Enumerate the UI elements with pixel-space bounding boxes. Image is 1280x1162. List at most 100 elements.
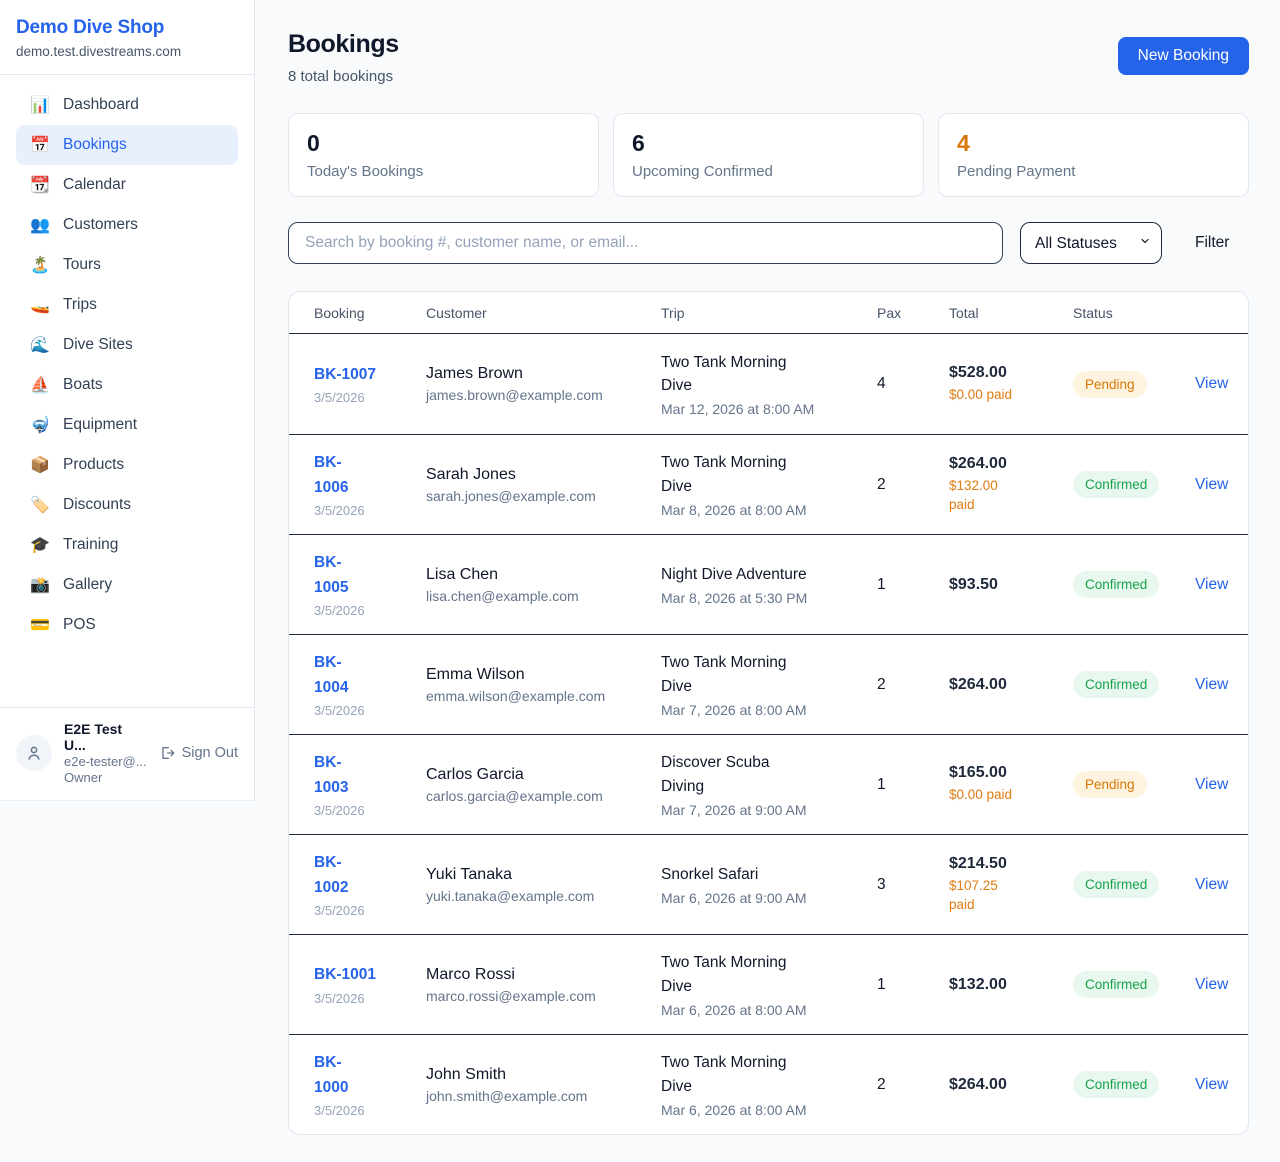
cell-status: Confirmed [1073, 871, 1193, 898]
trip-datetime: Mar 7, 2026 at 9:00 AM [661, 801, 807, 818]
cell-pax: 2 [877, 475, 886, 493]
booking-id-link[interactable]: BK- 1006 [314, 454, 349, 496]
cell-total: $165.00 $0.00 paid [949, 764, 1073, 805]
sidebar-item-boats[interactable]: ⛵ Boats [16, 365, 238, 405]
total-amount: $132.00 [949, 975, 1007, 993]
sidebar-item-calendar[interactable]: 📆 Calendar [16, 165, 238, 205]
cell-pax: 4 [877, 375, 886, 392]
cell-customer: Sarah Jones sarah.jones@example.com [426, 466, 661, 504]
customer-email: carlos.garcia@example.com [426, 787, 603, 804]
tours-icon: 🏝️ [30, 257, 50, 274]
cell-total: $132.00 [949, 976, 1073, 994]
view-link[interactable]: View [1195, 675, 1229, 693]
cell-trip: Discover Scuba Diving Mar 7, 2026 at 9:0… [661, 751, 877, 818]
table-row: BK- 1002 3/5/2026 Yuki Tanaka yuki.tanak… [289, 834, 1248, 934]
sidebar-item-pos[interactable]: 💳 POS [16, 605, 238, 645]
customer-email: lisa.chen@example.com [426, 587, 579, 604]
booking-id-link[interactable]: BK-1007 [314, 365, 377, 383]
filter-button[interactable]: Filter [1195, 234, 1230, 251]
column-header-booking: Booking [314, 304, 365, 321]
sidebar-item-training[interactable]: 🎓 Training [16, 525, 238, 565]
booking-id-link[interactable]: BK- 1004 [314, 654, 349, 696]
booking-date: 3/5/2026 [314, 602, 365, 618]
cell-customer: Yuki Tanaka yuki.tanaka@example.com [426, 866, 661, 904]
stat-value: 6 [632, 130, 645, 156]
booking-id-link[interactable]: BK- 1003 [314, 754, 349, 796]
brand-block: Demo Dive Shop demo.test.divestreams.com [0, 0, 254, 75]
trip-datetime: Mar 6, 2026 at 9:00 AM [661, 890, 807, 907]
sidebar-item-equipment[interactable]: 🤿 Equipment [16, 405, 238, 445]
booking-id-link[interactable]: BK-1001 [314, 966, 377, 984]
cell-actions: View [1193, 776, 1228, 794]
paid-amount: $132.00 paid [949, 477, 998, 512]
cell-status: Confirmed [1073, 1071, 1193, 1098]
sidebar-item-trips[interactable]: 🚤 Trips [16, 285, 238, 325]
sidebar-item-label: Products [63, 456, 125, 473]
sidebar-item-label: Gallery [63, 576, 113, 593]
cell-total: $214.50 $107.25 paid [949, 855, 1073, 915]
customer-name: Carlos Garcia [426, 765, 524, 783]
view-link[interactable]: View [1195, 1075, 1229, 1093]
table-row: BK- 1004 3/5/2026 Emma Wilson emma.wilso… [289, 634, 1248, 734]
new-booking-button[interactable]: New Booking [1117, 37, 1249, 75]
status-select-wrap: All Statuses [1020, 222, 1162, 264]
shop-name: Demo Dive Shop [16, 17, 165, 38]
customer-name: Marco Rossi [426, 965, 515, 983]
cell-pax: 2 [877, 1075, 886, 1093]
view-link[interactable]: View [1195, 875, 1229, 893]
sidebar-item-label: Equipment [63, 416, 138, 433]
booking-date: 3/5/2026 [314, 802, 365, 818]
booking-id-link[interactable]: BK- 1000 [314, 1054, 349, 1096]
search-input[interactable] [288, 222, 1003, 264]
booking-id-link[interactable]: BK- 1002 [314, 854, 349, 896]
cell-customer: Emma Wilson emma.wilson@example.com [426, 666, 661, 704]
trip-datetime: Mar 8, 2026 at 8:00 AM [661, 501, 807, 518]
cell-customer: Lisa Chen lisa.chen@example.com [426, 566, 661, 604]
status-badge: Confirmed [1073, 971, 1160, 998]
cell-booking: BK- 1000 3/5/2026 [314, 1051, 426, 1117]
sidebar-item-customers[interactable]: 👥 Customers [16, 205, 238, 245]
cell-trip: Two Tank Morning Dive Mar 6, 2026 at 8:0… [661, 1051, 877, 1118]
view-link[interactable]: View [1195, 975, 1229, 993]
total-amount: $214.50 [949, 854, 1007, 872]
view-link[interactable]: View [1195, 375, 1229, 392]
gallery-icon: 📸 [30, 577, 50, 594]
sidebar-item-bookings[interactable]: 📅 Bookings [16, 125, 238, 165]
cell-status: Confirmed [1073, 671, 1193, 698]
cell-total: $528.00 $0.00 paid [949, 364, 1073, 405]
trip-name: Two Tank Morning Dive [661, 353, 787, 394]
sidebar-item-label: Tours [63, 256, 101, 273]
cell-status: Pending [1073, 771, 1193, 798]
view-link[interactable]: View [1195, 475, 1229, 493]
sign-out-button[interactable]: Sign Out [159, 745, 238, 761]
trip-name: Two Tank Morning Dive [661, 954, 787, 995]
stat-label: Upcoming Confirmed [632, 163, 773, 181]
trip-datetime: Mar 6, 2026 at 8:00 AM [661, 1001, 807, 1018]
sidebar-item-tours[interactable]: 🏝️ Tours [16, 245, 238, 285]
booking-id-link[interactable]: BK- 1005 [314, 554, 349, 596]
view-link[interactable]: View [1195, 775, 1229, 793]
total-amount: $93.50 [949, 575, 998, 593]
customer-email: emma.wilson@example.com [426, 687, 606, 704]
sidebar-item-gallery[interactable]: 📸 Gallery [16, 565, 238, 605]
stat-card-today-s-bookings: 0 Today's Bookings [288, 113, 599, 197]
page-title: Bookings [288, 30, 399, 58]
cell-status: Pending [1073, 370, 1193, 398]
boats-icon: ⛵ [30, 377, 50, 394]
user-box: E2E Test U... e2e-tester@... Owner Sign … [0, 707, 254, 800]
status-select[interactable]: All Statuses [1020, 222, 1162, 264]
sidebar-item-dashboard[interactable]: 📊 Dashboard [16, 85, 238, 125]
cell-booking: BK-1007 3/5/2026 [314, 363, 426, 405]
booking-date: 3/5/2026 [314, 390, 365, 405]
customer-name: John Smith [426, 1065, 507, 1083]
sidebar-item-discounts[interactable]: 🏷️ Discounts [16, 485, 238, 525]
customer-email: sarah.jones@example.com [426, 487, 596, 504]
view-link[interactable]: View [1195, 575, 1229, 593]
sidebar-item-dive-sites[interactable]: 🌊 Dive Sites [16, 325, 238, 365]
main-content: Bookings 8 total bookings New Booking 0 … [256, 0, 1280, 1135]
cell-actions: View [1193, 676, 1228, 694]
booking-date: 3/5/2026 [314, 990, 365, 1006]
training-icon: 🎓 [30, 537, 50, 554]
trip-datetime: Mar 8, 2026 at 5:30 PM [661, 590, 808, 607]
sidebar-item-products[interactable]: 📦 Products [16, 445, 238, 485]
